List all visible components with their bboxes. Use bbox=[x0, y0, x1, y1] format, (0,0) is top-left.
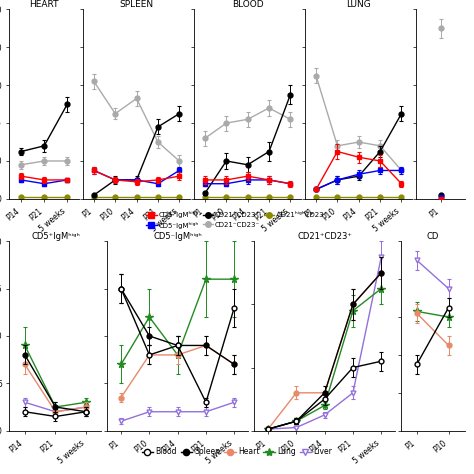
Legend: CD5⁺IgMʰⁱᵍʰ, CD5⁻IgMʰⁱᵍʰ, CD21⁺CD23⁺, CD21⁻CD23⁻, CD21ʰⁱᵍʰCD23⁻: CD5⁺IgMʰⁱᵍʰ, CD5⁻IgMʰⁱᵍʰ, CD21⁺CD23⁺, CD… bbox=[144, 209, 330, 232]
Title: HEART: HEART bbox=[29, 0, 59, 9]
Title: CD: CD bbox=[427, 231, 439, 240]
Title: BLOOD: BLOOD bbox=[232, 0, 264, 9]
Legend: Blood, Spleen, Heart, Lung, Liver: Blood, Spleen, Heart, Lung, Liver bbox=[138, 444, 336, 459]
Title: CD5⁻IgMʰⁱᵍʰ: CD5⁻IgMʰⁱᵍʰ bbox=[153, 231, 202, 240]
Title: SPLEEN: SPLEEN bbox=[119, 0, 154, 9]
Title: CD5⁺IgMʰⁱᵍʰ: CD5⁺IgMʰⁱᵍʰ bbox=[31, 231, 80, 240]
Title: CD21⁺CD23⁺: CD21⁺CD23⁺ bbox=[297, 231, 352, 240]
Title: LUNG: LUNG bbox=[346, 0, 371, 9]
